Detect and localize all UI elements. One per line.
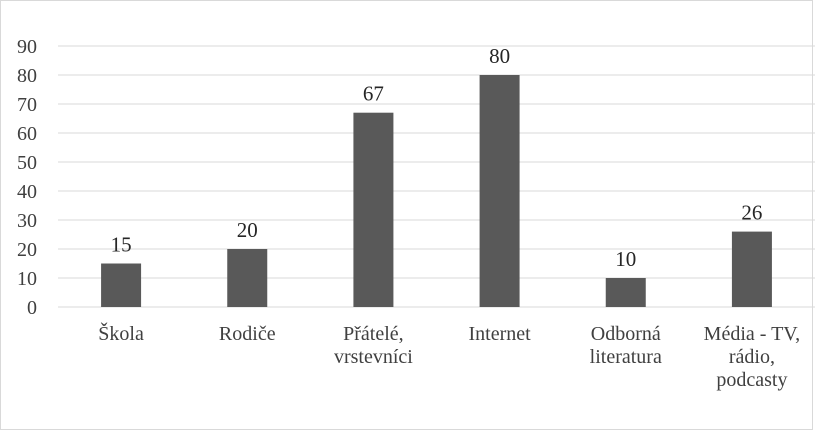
y-tick-label-10: 10 bbox=[17, 268, 37, 290]
y-tick-label-90: 90 bbox=[17, 36, 37, 58]
data-label-0: 15 bbox=[111, 233, 132, 257]
y-tick-label-50: 50 bbox=[17, 152, 37, 174]
x-category-label-line: Internet bbox=[468, 323, 531, 345]
gridlines bbox=[58, 45, 815, 308]
data-label-5: 26 bbox=[741, 201, 762, 225]
bar-2 bbox=[353, 112, 394, 307]
x-category-label-line: Odborná bbox=[591, 323, 661, 345]
x-category-label-5: Média - TV, rádio, podcasty bbox=[704, 323, 800, 391]
bar-0 bbox=[101, 263, 142, 307]
bar-1 bbox=[227, 249, 268, 307]
x-category-label-3: Internet bbox=[468, 323, 531, 345]
data-label-4: 10 bbox=[615, 247, 636, 271]
x-category-label-1: Rodiče bbox=[219, 323, 276, 345]
data-label-2: 67 bbox=[363, 82, 384, 106]
x-category-label-2: Přátelé, vrstevníci bbox=[334, 323, 413, 368]
data-labels: 15 20 67 80 10 26 bbox=[111, 44, 763, 271]
x-category-label-line: literatura bbox=[590, 346, 662, 368]
bar-3 bbox=[479, 75, 520, 307]
x-category-label-line: Přátelé, bbox=[343, 323, 404, 345]
x-category-label-line: rádio, bbox=[729, 346, 775, 368]
y-tick-label-80: 80 bbox=[17, 65, 37, 87]
data-label-3: 80 bbox=[489, 44, 510, 68]
x-category-label-line: vrstevníci bbox=[334, 346, 413, 368]
y-tick-label-0: 0 bbox=[27, 297, 37, 319]
x-category-label-4: Odborná literatura bbox=[590, 323, 662, 368]
x-category-label-line: Rodiče bbox=[219, 323, 276, 345]
data-label-1: 20 bbox=[237, 218, 258, 242]
bar-5 bbox=[731, 231, 772, 307]
x-axis-categories: Škola Rodiče Přátelé, vrstevníci Internet Odb… bbox=[98, 321, 800, 391]
x-category-label-0: Škola bbox=[98, 321, 144, 345]
y-tick-label-60: 60 bbox=[17, 123, 37, 145]
y-tick-label-20: 20 bbox=[17, 239, 37, 261]
bars bbox=[101, 75, 772, 307]
y-tick-label-40: 40 bbox=[17, 181, 37, 203]
y-tick-label-70: 70 bbox=[17, 94, 37, 116]
bar-4 bbox=[605, 278, 646, 307]
y-axis-ticks: 0 10 20 30 40 50 60 70 80 90 bbox=[17, 36, 37, 319]
y-tick-label-30: 30 bbox=[17, 210, 37, 232]
x-category-label-line: Škola bbox=[98, 321, 144, 345]
x-category-label-line: podcasty bbox=[716, 369, 787, 391]
x-category-label-line: Média - TV, bbox=[704, 323, 800, 345]
